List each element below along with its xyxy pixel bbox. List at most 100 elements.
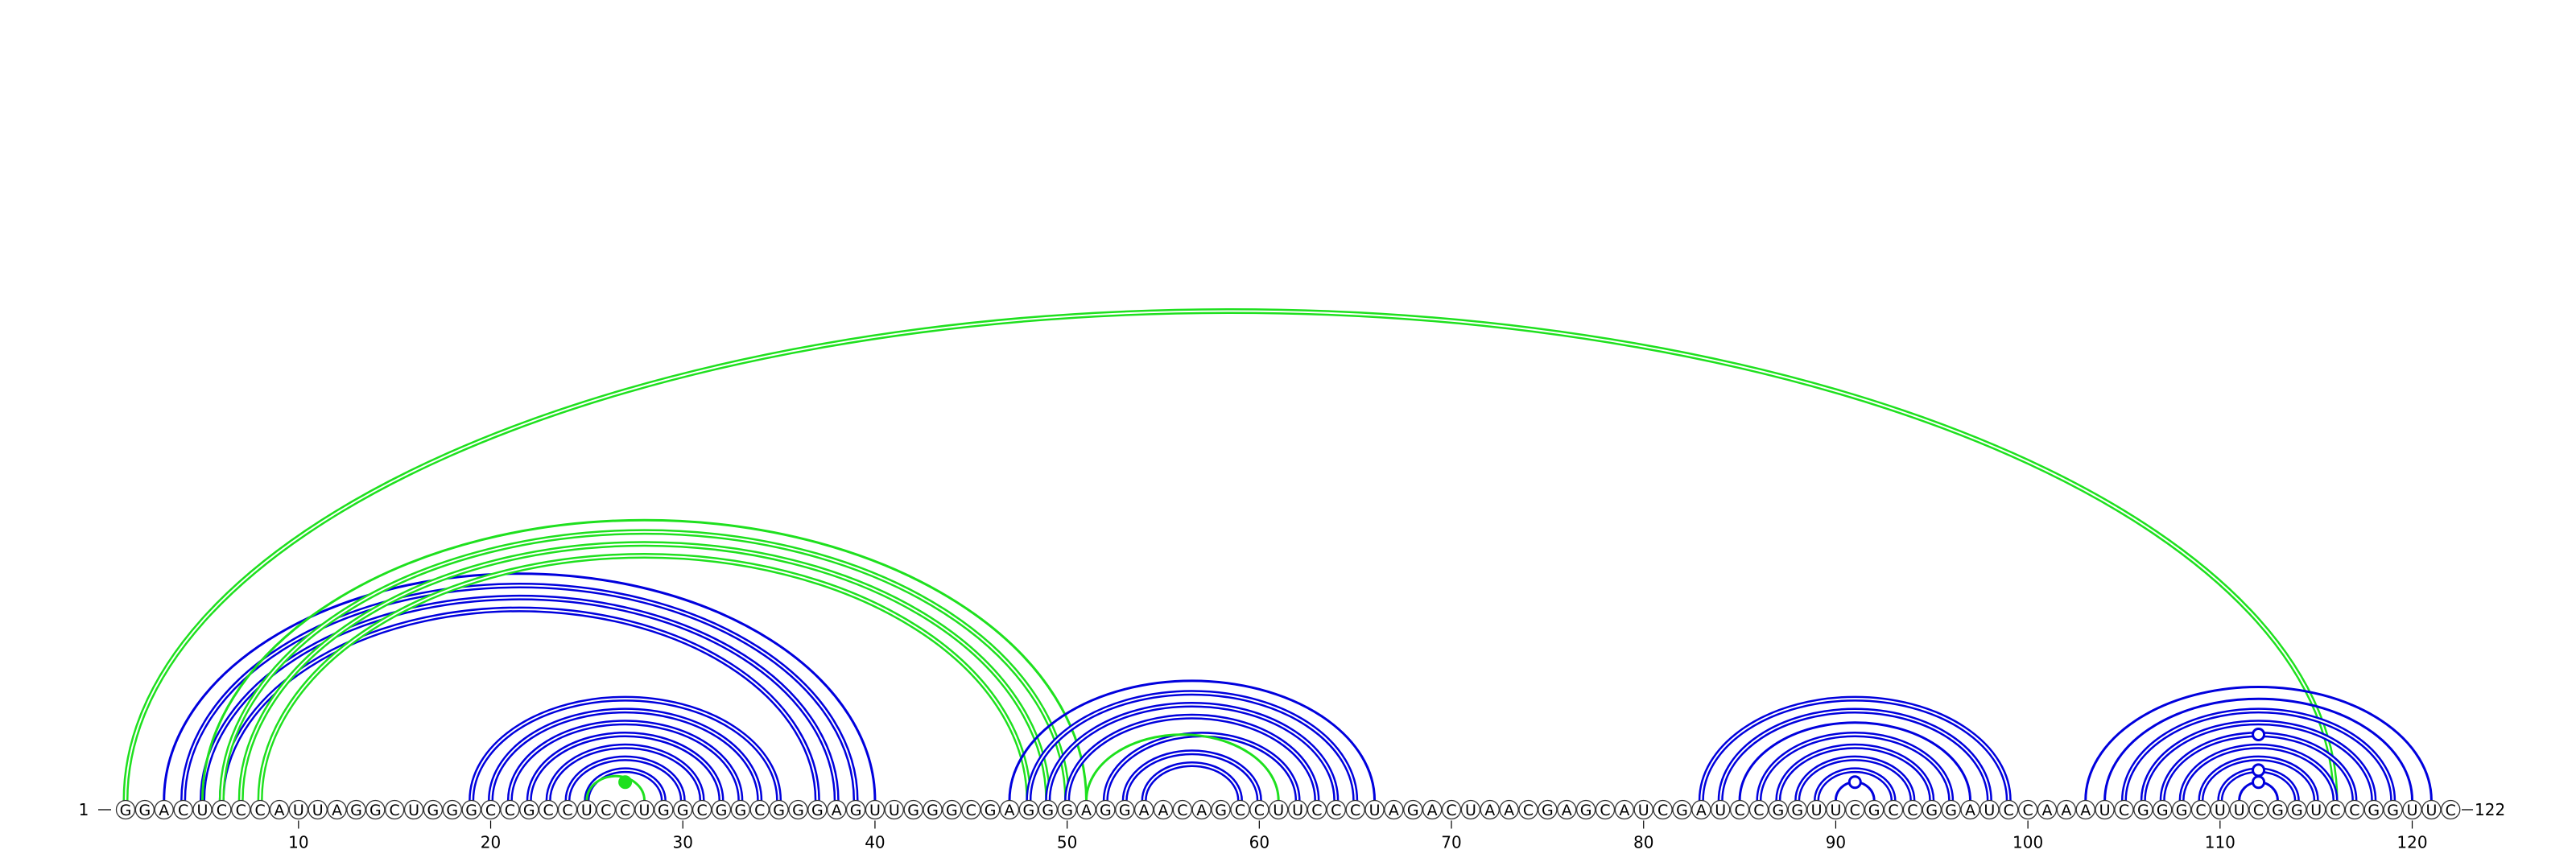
nucleotide-circle (1230, 799, 1250, 820)
nucleotide-letter: C (620, 802, 630, 819)
nucleotide-letter: G (907, 802, 919, 819)
nucleotide-circle (711, 799, 732, 820)
nucleotide-circle (1595, 799, 1616, 820)
nucleotide-21: C (500, 799, 520, 820)
nucleotide-letter: A (274, 802, 284, 819)
arc-gap-49-64 (1046, 703, 1337, 801)
nucleotide-letter: C (178, 802, 188, 819)
nucleotide-circle (365, 799, 386, 820)
nucleotide-52: G (1096, 799, 1116, 820)
nucleotide-120: U (2402, 799, 2422, 820)
nucleotide-circle (1172, 799, 1192, 820)
nucleotide-88: G (1787, 799, 1807, 820)
nucleotide-73: A (1499, 799, 1519, 820)
nucleotide-61: U (1269, 799, 1289, 820)
nucleotide-102: A (2056, 799, 2077, 820)
nucleotide-circle (615, 799, 635, 820)
nucleotide-letter: G (811, 802, 824, 819)
nucleotide-circle (2153, 799, 2173, 820)
arc-gap-22-32 (528, 733, 722, 801)
nucleotide-letter: U (1292, 802, 1303, 819)
nucleotide-103: A (2075, 799, 2095, 820)
nucleotide-53: G (1115, 799, 1135, 820)
marker-90-92 (1847, 775, 1862, 790)
nucleotide-circle (2229, 799, 2249, 820)
nucleotide-letter: G (1926, 802, 1938, 819)
nucleotide-letter: U (2425, 802, 2437, 819)
nucleotide-48: G (1018, 799, 1039, 820)
nucleotide-circle (1249, 799, 1269, 820)
nucleotide-letter: U (293, 802, 304, 819)
tick-label-120: 120 (2396, 833, 2427, 852)
nucleotide-circle (1384, 799, 1404, 820)
nucleotide-100: C (2017, 799, 2038, 820)
nucleotide-34: C (749, 799, 770, 820)
nucleotide-68: G (1403, 799, 1423, 820)
nucleotide-letter: G (792, 802, 804, 819)
arc-gap-86-96 (1757, 733, 1952, 801)
nucleotide-15: C (385, 799, 405, 820)
arc-gap-4-39 (182, 584, 857, 801)
nucleotide-letter: G (985, 802, 997, 819)
nucleotide-49: G (1038, 799, 1058, 820)
nucleotide-circle (1845, 799, 1865, 820)
arc-gap-6-50 (221, 530, 1068, 801)
nucleotide-letter: C (2349, 802, 2359, 819)
nucleotide-circle (2402, 799, 2422, 820)
tick-label-100: 100 (2013, 833, 2043, 852)
nucleotide-letter: A (1504, 802, 1514, 819)
arc-gap-109-115 (2199, 757, 2318, 801)
nucleotide-circle (1922, 799, 1942, 820)
arc-5-51 (200, 518, 1088, 801)
nucleotide-98: U (1979, 799, 2000, 820)
nucleotide-letter: C (2330, 802, 2340, 819)
arcs-layer (126, 311, 2433, 801)
nucleotide-71: U (1460, 799, 1481, 820)
nucleotide-letter: C (217, 802, 227, 819)
nucleotide-letter: A (1081, 802, 1092, 819)
arc-103-121 (2084, 685, 2433, 801)
nucleotide-circle (403, 799, 424, 820)
nucleotide-circle (481, 799, 501, 820)
nucleotide-50: G (1057, 799, 1077, 820)
arc-gap-50-63 (1066, 716, 1318, 801)
nucleotide-5: U (192, 799, 213, 820)
nucleotide-56: C (1172, 799, 1192, 820)
nucleotide-letter: C (485, 802, 496, 819)
arc-gap-19-35 (470, 698, 780, 801)
nucleotide-circle (1883, 799, 1904, 820)
nucleotide-circle (1153, 799, 1174, 820)
nucleotide-letter: G (734, 802, 746, 819)
tick-label-60: 60 (1249, 833, 1269, 852)
nucleotide-106: G (2133, 799, 2153, 820)
arc-gap-21-33 (509, 721, 741, 801)
ends-layer: 1 122 (79, 800, 2506, 819)
nucleotide-circle (538, 799, 559, 820)
arc-gap-24-30 (567, 757, 684, 801)
nucleotide-circle (1691, 799, 1711, 820)
nucleotide-51: A (1076, 799, 1096, 820)
nucleotide-letter: U (889, 802, 900, 819)
nucleotide-39: G (845, 799, 866, 820)
arc-gap-20-34 (489, 709, 761, 801)
nucleotide-86: C (1748, 799, 1769, 820)
ticks-layer: 10 20 30 40 50 60 70 80 90 100 110 120 (288, 820, 2428, 852)
end-label: 122 (2475, 800, 2505, 819)
nucleotide-circle (1748, 799, 1769, 820)
nucleotide-18: G (442, 799, 462, 820)
nucleotide-circle (1864, 799, 1885, 820)
nucleotide-letter: A (1562, 802, 1572, 819)
nucleotide-letter: A (1196, 802, 1207, 819)
nucleotide-38: A (827, 799, 847, 820)
arc-1-116 (126, 311, 2335, 801)
nucleotide-circle (769, 799, 789, 820)
nucleotide-letter: C (1331, 802, 1341, 819)
nucleotide-letter: G (2291, 802, 2303, 819)
nucleotide-11: U (308, 799, 328, 820)
nucleotide-letter: G (523, 802, 535, 819)
nucleotide-circle (134, 799, 155, 820)
nucleotide-33: G (730, 799, 750, 820)
nucleotide-letter: C (754, 802, 765, 819)
nucleotide-116: C (2325, 799, 2346, 820)
nucleotide-letter: C (1446, 802, 1456, 819)
